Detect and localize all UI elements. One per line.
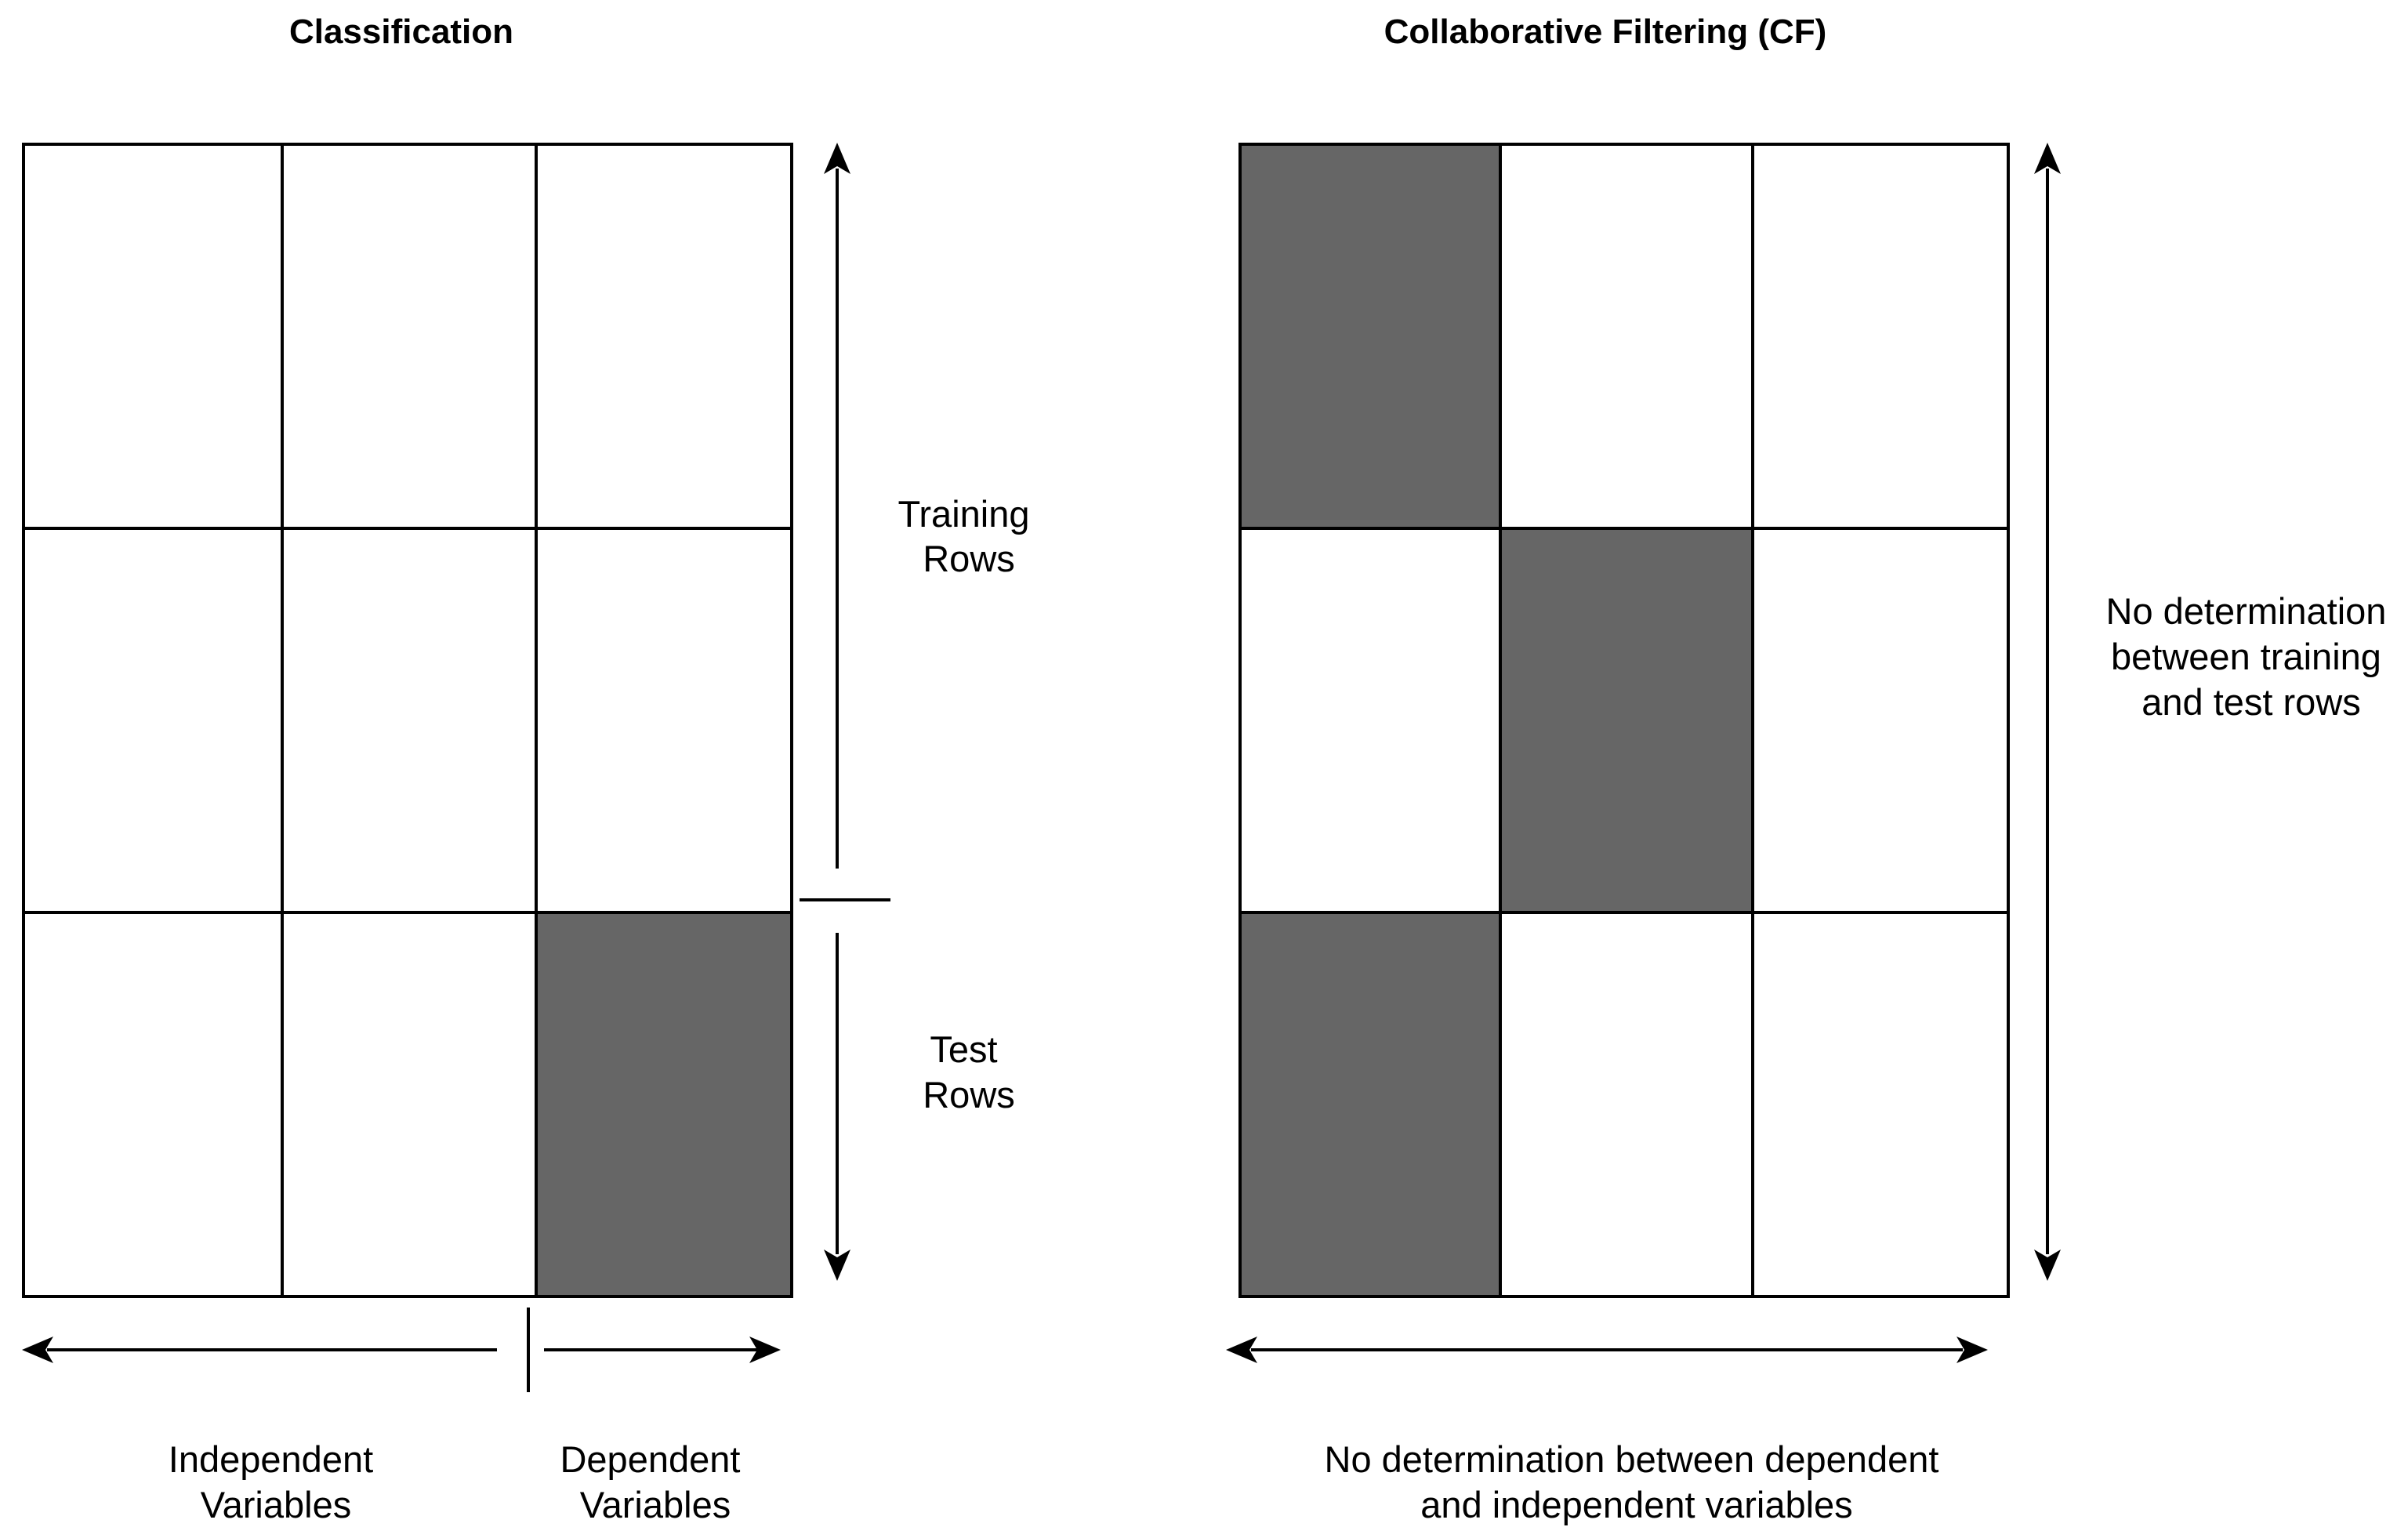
classification-grid — [22, 143, 793, 1298]
training-rows-label: Training Rows — [898, 493, 1039, 579]
cf-rows-arrow — [2034, 143, 2061, 1281]
classification-cell-r3-c1-empty — [22, 911, 284, 1298]
cf-cell-r3-c1-filled — [1238, 911, 1502, 1298]
cf-cell-r3-c3-empty — [1751, 911, 2010, 1298]
cf-panel: Collaborative Filtering (CF) No determin… — [1226, 13, 2397, 1525]
cf-cell-r2-c3-empty — [1751, 527, 2010, 914]
cf-cell-r1-c2-empty — [1499, 143, 1754, 530]
classification-cell-r3-c3-filled — [535, 911, 793, 1298]
test-rows-label: Test Rows — [923, 1028, 1015, 1115]
cf-title: Collaborative Filtering (CF) — [1384, 13, 1827, 51]
cf-cell-r3-c2-empty — [1499, 911, 1754, 1298]
classification-cell-r3-c2-empty — [281, 911, 538, 1298]
cf-cell-r1-c1-filled — [1238, 143, 1502, 530]
classification-panel: Classification Training Rows Test Rows — [22, 13, 1039, 1525]
cf-columns-label: No determination between dependent and i… — [1325, 1438, 1949, 1525]
dependent-variables-arrow — [544, 1337, 781, 1363]
cf-cell-r2-c1-empty — [1238, 527, 1502, 914]
cf-cell-r1-c3-empty — [1751, 143, 2010, 530]
dependent-variables-label: Dependent Variables — [560, 1438, 750, 1525]
classification-title: Classification — [289, 13, 513, 51]
training-rows-arrow — [824, 143, 850, 869]
cf-cell-r2-c2-filled — [1499, 527, 1754, 914]
independent-variables-arrow — [22, 1337, 497, 1363]
independent-variables-label: Independent Variables — [169, 1438, 383, 1525]
classification-cell-r1-c3-empty — [535, 143, 793, 530]
classification-cell-r2-c2-empty — [281, 527, 538, 914]
classification-cell-r1-c2-empty — [281, 143, 538, 530]
cf-grid — [1238, 143, 2010, 1298]
test-rows-arrow — [824, 933, 850, 1281]
classification-cell-r2-c1-empty — [22, 527, 284, 914]
classification-cell-r2-c3-empty — [535, 527, 793, 914]
cf-rows-label: No determination between training and te… — [2106, 590, 2397, 723]
cf-columns-arrow — [1226, 1337, 1988, 1363]
classification-cell-r1-c1-empty — [22, 143, 284, 530]
